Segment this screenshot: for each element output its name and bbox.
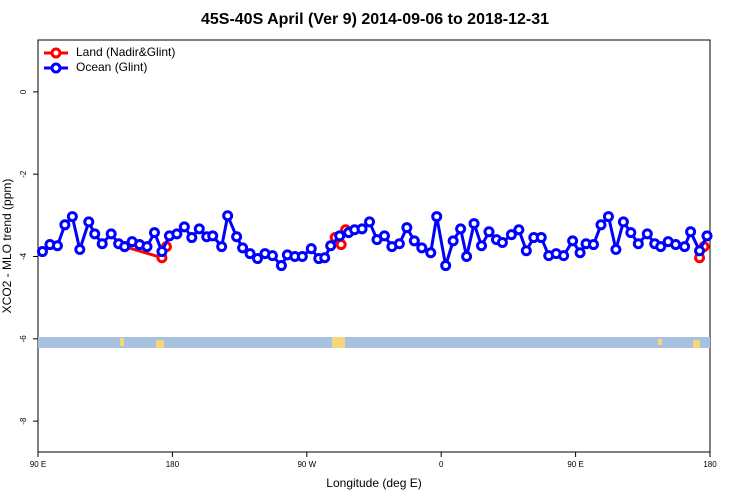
x-tick-label: 90 E: [30, 460, 46, 469]
point: [305, 243, 317, 255]
point: [156, 246, 168, 258]
point: [632, 238, 644, 250]
strip-land: [658, 339, 662, 345]
point: [455, 223, 467, 235]
point: [244, 248, 256, 260]
point: [670, 239, 682, 251]
point: [275, 260, 287, 272]
x-tick-label: 90 E: [567, 460, 583, 469]
point: [51, 240, 63, 252]
x-axis-title: Longitude (deg E): [326, 476, 421, 490]
point: [401, 222, 413, 234]
point: [655, 241, 667, 253]
x-tick-label: 90 W: [297, 460, 316, 469]
surface-strip: [38, 337, 710, 348]
point: [416, 242, 428, 254]
point: [679, 241, 691, 253]
chart-title: 45S-40S April (Ver 9) 2014-09-06 to 2018…: [201, 11, 549, 28]
point: [617, 216, 629, 228]
point: [520, 245, 532, 257]
y-tick-label: -6: [19, 335, 28, 343]
x-tick-label: 180: [166, 460, 180, 469]
point: [440, 260, 452, 272]
strip-land: [332, 337, 345, 348]
point: [610, 243, 622, 255]
point: [431, 211, 443, 223]
point: [378, 230, 390, 242]
point: [96, 238, 108, 250]
point: [148, 227, 160, 239]
point: [588, 239, 600, 251]
point: [319, 252, 331, 264]
point: [222, 210, 234, 222]
point: [66, 211, 78, 223]
y-tick-label: -2: [19, 170, 28, 178]
point: [252, 253, 264, 265]
point: [425, 247, 437, 259]
legend-marker: [50, 47, 62, 59]
point: [141, 241, 153, 253]
point: [447, 235, 459, 247]
y-tick-label: -4: [19, 252, 28, 260]
point: [178, 221, 190, 233]
point: [468, 218, 480, 230]
point: [461, 250, 473, 262]
point: [496, 237, 508, 249]
point: [356, 223, 368, 235]
point: [558, 250, 570, 262]
point: [694, 245, 706, 257]
strip-land: [120, 338, 124, 346]
legend-label: Ocean (Glint): [76, 60, 147, 74]
point: [574, 247, 586, 259]
point: [105, 228, 117, 240]
point: [335, 239, 347, 251]
point: [535, 232, 547, 244]
point: [83, 216, 95, 228]
point: [59, 219, 71, 231]
point: [483, 226, 495, 238]
point: [685, 226, 697, 238]
point: [36, 246, 48, 258]
point: [296, 250, 308, 262]
point: [216, 241, 228, 253]
point: [207, 230, 219, 242]
strip-land: [156, 340, 164, 348]
point: [476, 240, 488, 252]
point: [119, 241, 131, 253]
point: [89, 228, 101, 240]
point: [602, 211, 614, 223]
y-tick-label: -8: [19, 417, 28, 425]
plot-frame: [37, 39, 711, 453]
y-axis-title: XCO2 - MLO trend (ppm): [0, 179, 14, 314]
point: [567, 235, 579, 247]
point: [171, 228, 183, 240]
strip-ocean: [38, 337, 710, 348]
point: [186, 232, 198, 244]
point: [325, 240, 337, 252]
point: [408, 235, 420, 247]
strip-land: [693, 340, 700, 348]
point: [193, 223, 205, 235]
legend-label: Land (Nadir&Glint): [76, 45, 175, 59]
point: [364, 216, 376, 228]
y-tick-label: 0: [19, 89, 28, 94]
point: [231, 231, 243, 243]
point: [334, 230, 346, 242]
point: [595, 219, 607, 231]
point: [505, 229, 517, 241]
point: [266, 250, 278, 262]
point: [513, 224, 525, 236]
point: [237, 242, 249, 254]
point: [393, 238, 405, 250]
point: [641, 228, 653, 240]
x-tick-label: 180: [703, 460, 717, 469]
point: [625, 227, 637, 239]
point: [74, 243, 86, 255]
point: [701, 230, 713, 242]
x-tick-label: 0: [439, 460, 444, 469]
legend-marker: [50, 62, 62, 74]
